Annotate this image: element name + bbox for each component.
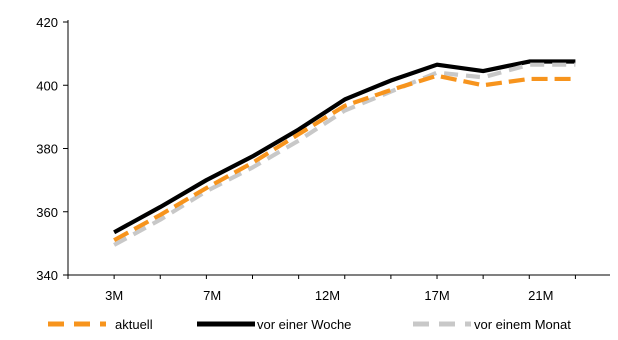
axes: 340 360 380 400 420 3M 7M 12M 17M 21M	[36, 15, 610, 303]
series-line-vor-einer-woche	[113, 59, 576, 235]
x-tick-label: 12M	[315, 288, 340, 303]
series-line-vor-einem-monat	[113, 62, 576, 247]
y-tick-label: 380	[36, 142, 58, 157]
x-tick-label: 17M	[424, 288, 449, 303]
series-line-aktuell	[113, 73, 576, 243]
y-tick-label: 360	[36, 205, 58, 220]
legend-label: vor einer Woche	[257, 317, 351, 332]
legend-label: vor einem Monat	[474, 317, 571, 332]
y-tick-label: 420	[36, 15, 58, 30]
x-tick-label: 3M	[105, 288, 123, 303]
y-tick-label: 400	[36, 78, 58, 93]
legend-label: aktuell	[115, 317, 153, 332]
y-tick-label: 340	[36, 268, 58, 283]
x-tick-label: 7M	[203, 288, 221, 303]
x-tick-label: 21M	[528, 288, 553, 303]
legend: aktuell vor einer Woche vor einem Monat	[48, 317, 571, 332]
series-group	[113, 59, 576, 247]
